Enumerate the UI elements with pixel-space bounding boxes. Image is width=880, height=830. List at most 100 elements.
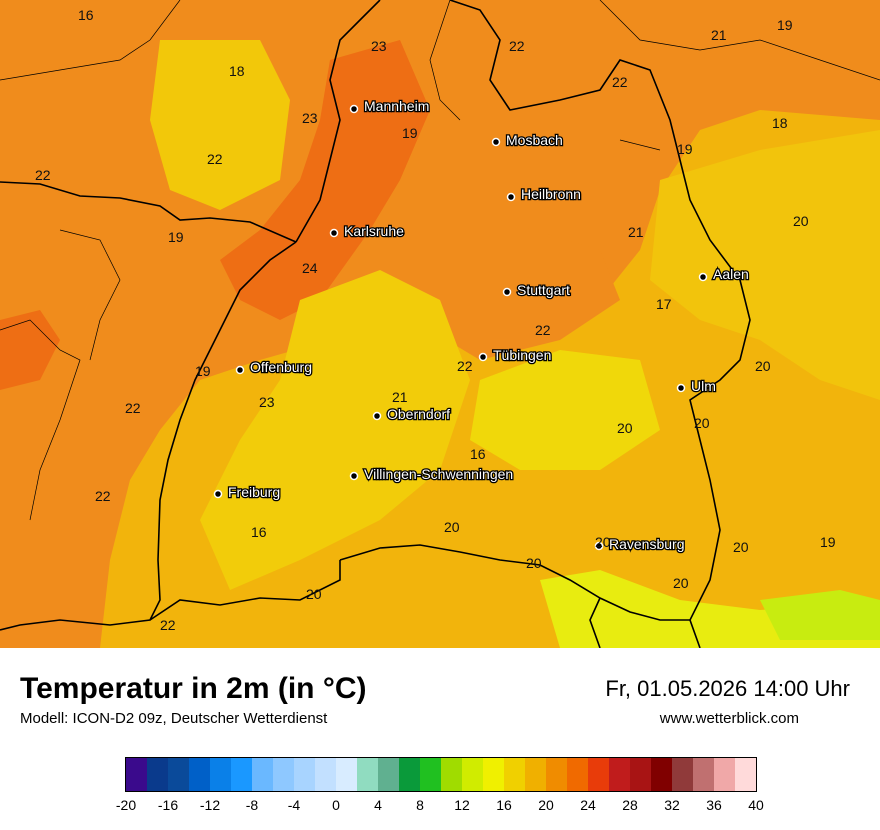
temp-value: 20 <box>673 575 689 591</box>
city-label: Heilbronn <box>521 186 581 202</box>
legend-tick-label: 4 <box>374 797 382 813</box>
legend-swatch <box>189 758 211 791</box>
cool-region-4 <box>470 350 660 470</box>
city-dot-freiburg <box>213 489 223 499</box>
temp-value: 17 <box>656 296 672 312</box>
temperature-map: Mannheim Mosbach Heilbronn Karlsruhe Aal… <box>0 0 880 649</box>
temp-value: 20 <box>617 420 633 436</box>
temp-value: 23 <box>259 394 275 410</box>
legend-swatch <box>441 758 463 791</box>
temp-value: 16 <box>78 7 94 23</box>
temp-value: 22 <box>125 400 141 416</box>
temp-value: 20 <box>526 555 542 571</box>
legend-tick-label: 12 <box>454 797 470 813</box>
temp-value: 22 <box>160 617 176 633</box>
city-label: Mosbach <box>506 132 563 148</box>
city-label: Villingen-Schwenningen <box>364 466 513 482</box>
temp-value: 20 <box>444 519 460 535</box>
temp-value: 22 <box>535 322 551 338</box>
city-label: Ulm <box>691 378 716 394</box>
temp-value: 23 <box>371 38 387 54</box>
city-dot-oberndorf <box>372 411 382 421</box>
legend-swatch <box>630 758 652 791</box>
city-dot-stuttgart <box>502 287 512 297</box>
cool-region-2 <box>200 270 470 590</box>
city-labels: Mannheim Mosbach Heilbronn Karlsruhe Aal… <box>227 97 750 554</box>
legend-swatch <box>252 758 274 791</box>
legend-swatch <box>735 758 757 791</box>
city-dot-heilbronn <box>506 192 516 202</box>
city-dot-karlsruhe <box>329 228 339 238</box>
temp-value: 16 <box>470 446 486 462</box>
temp-value: 23 <box>302 110 318 126</box>
model-source: Modell: ICON-D2 09z, Deutscher Wetterdie… <box>20 710 328 727</box>
temp-value: 20 <box>306 586 322 602</box>
temp-value: 20 <box>793 213 809 229</box>
legend-tick-label: -20 <box>115 797 137 813</box>
legend-swatch <box>399 758 421 791</box>
city-dot-mosbach <box>491 137 501 147</box>
city-label: Freiburg <box>228 484 280 500</box>
legend-swatch <box>462 758 484 791</box>
cool-region-1 <box>150 40 290 210</box>
legend-swatch <box>336 758 358 791</box>
temp-value: 19 <box>402 125 418 141</box>
city-dot-ulm <box>676 383 686 393</box>
temp-value: 20 <box>694 415 710 431</box>
legend-swatch <box>294 758 316 791</box>
legend-swatch <box>168 758 190 791</box>
temp-value: 22 <box>457 358 473 374</box>
legend-tick-label: 16 <box>496 797 512 813</box>
legend-swatch <box>378 758 400 791</box>
legend-swatch <box>567 758 589 791</box>
city-label: Tübingen <box>493 347 551 363</box>
legend-swatch <box>672 758 694 791</box>
legend-swatch <box>420 758 442 791</box>
temp-value: 20 <box>733 539 749 555</box>
temp-value: 19 <box>820 534 836 550</box>
temp-value: 21 <box>711 27 727 43</box>
legend-swatch <box>693 758 715 791</box>
temp-value: 18 <box>229 63 245 79</box>
temp-value: 19 <box>677 141 693 157</box>
city-label: Mannheim <box>364 98 429 114</box>
website-link[interactable]: www.wetterblick.com <box>659 710 799 727</box>
legend-swatch <box>609 758 631 791</box>
city-dot-offenburg <box>235 365 245 375</box>
state-borders <box>0 0 751 649</box>
city-label: Offenburg <box>250 359 312 375</box>
legend-tick-label: -16 <box>157 797 179 813</box>
legend-swatch <box>315 758 337 791</box>
legend-tick-label: 0 <box>332 797 340 813</box>
temp-value: 19 <box>195 363 211 379</box>
city-label: Stuttgart <box>517 282 570 298</box>
city-label: Oberndorf <box>387 406 450 422</box>
temp-value: 22 <box>509 38 525 54</box>
legend-swatch <box>483 758 505 791</box>
legend-swatch <box>210 758 232 791</box>
legend-swatch <box>588 758 610 791</box>
temp-value: 22 <box>95 488 111 504</box>
city-label: Ravensburg <box>609 536 685 552</box>
legend-swatch <box>231 758 253 791</box>
legend-tick-label: 24 <box>580 797 596 813</box>
forecast-datetime: Fr, 01.05.2026 14:00 Uhr <box>605 676 850 701</box>
temperature-values: 16 23 22 21 19 18 23 22 19 18 22 22 19 2… <box>35 7 836 633</box>
temp-value: 24 <box>302 260 318 276</box>
legend-swatch <box>525 758 547 791</box>
legend-swatch <box>273 758 295 791</box>
temp-value: 19 <box>777 17 793 33</box>
hot-region-2 <box>0 310 60 390</box>
warm-region-2 <box>430 220 620 360</box>
city-markers <box>213 104 708 551</box>
legend-border <box>125 757 757 792</box>
temp-value: 20 <box>755 358 771 374</box>
temp-value: 20 <box>595 534 611 550</box>
legend-tick-label: -4 <box>287 797 301 813</box>
legend-swatch <box>714 758 736 791</box>
city-dot-aalen <box>698 272 708 282</box>
city-dot-villingen-schwenningen <box>349 471 359 481</box>
city-dot-tuebingen <box>478 352 488 362</box>
legend-tick-label: -12 <box>199 797 221 813</box>
legend-swatch <box>651 758 673 791</box>
